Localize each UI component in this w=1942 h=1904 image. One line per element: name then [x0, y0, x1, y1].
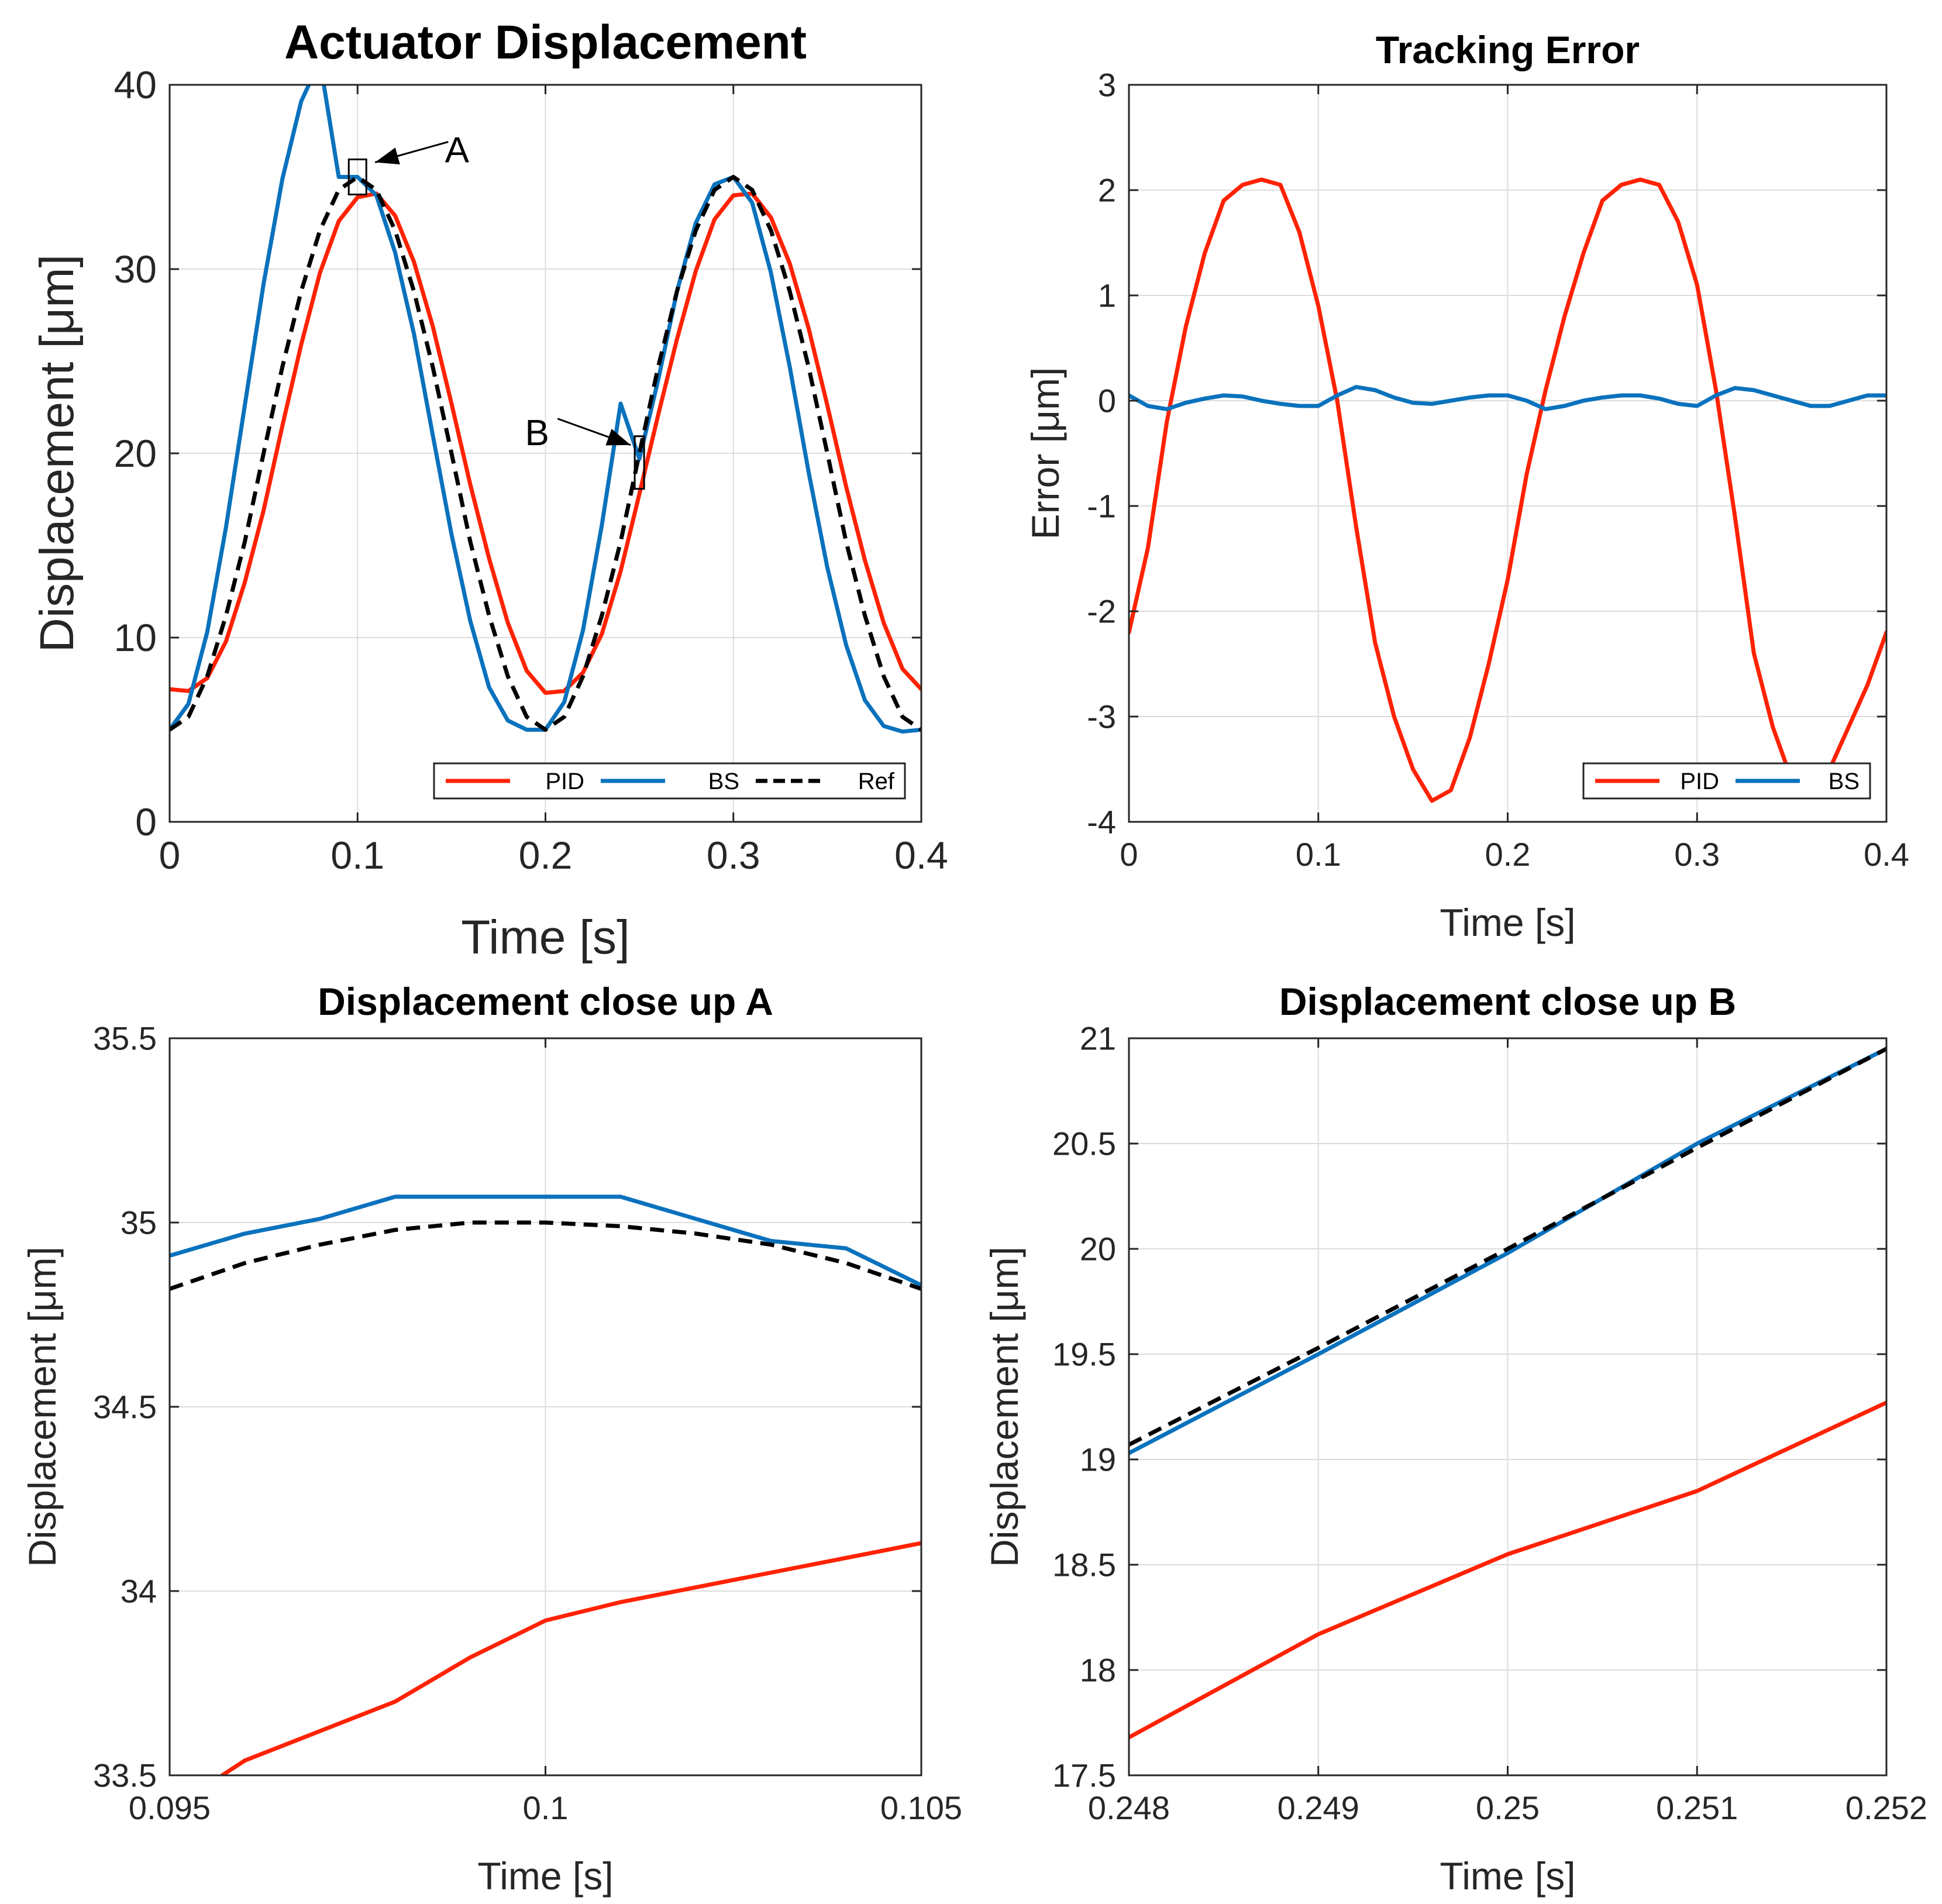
series-pid-line [170, 191, 921, 695]
chart-p3: 0.095 0.1 0.105 33.5 34 34.5 35 35.5 Displacemen… [20, 980, 962, 1898]
chart-title: Actuator Displacement [284, 16, 807, 69]
series-group [170, 85, 921, 734]
y-tick-label: -3 [1087, 698, 1116, 735]
y-tick-label: 19 [1080, 1441, 1116, 1478]
x-tick-label: 0.4 [1864, 836, 1909, 873]
x-tick-label: 0.1 [523, 1789, 569, 1826]
y-tick-label: 40 [114, 63, 157, 106]
y-axis-label: Displacement [μm] [20, 1247, 64, 1567]
series-bs-line [170, 1194, 921, 1287]
y-tick-label: 18 [1080, 1652, 1116, 1689]
chart-p2: 0 0.1 0.2 0.3 0.4 -4 -3 -2 -1 0 1 2 3 Tracking Error T… [1024, 28, 1909, 944]
y-tick-label: 19.5 [1052, 1336, 1116, 1373]
y-tick-label: 0 [135, 800, 157, 843]
series-group [1129, 1046, 1886, 1740]
chart-title: Displacement close up B [1279, 980, 1736, 1023]
annotation-box [633, 435, 645, 490]
chart-title: Tracking Error [1376, 28, 1640, 71]
chart-p4: 0.248 0.249 0.25 0.251 0.252 17.5 18 18.5 19 19.5… [983, 980, 1927, 1898]
x-tick-label: 0.249 [1278, 1789, 1359, 1826]
series-bs-line [1129, 385, 1886, 411]
y-tick-label: 34 [120, 1573, 157, 1610]
y-tick-label: -4 [1087, 804, 1116, 841]
chart-title: Displacement close up A [318, 980, 773, 1023]
x-tick-label: 0.1 [330, 834, 384, 877]
x-tick-label: 0.2 [519, 834, 573, 877]
y-tick-label: 0 [1098, 383, 1116, 419]
y-tick-label: 17.5 [1052, 1757, 1116, 1794]
y-tick-label: 21 [1080, 1020, 1116, 1057]
x-tick-label: 0.1 [1296, 836, 1341, 873]
x-tick-label: 0 [1120, 836, 1138, 873]
x-tick-label: 0.252 [1845, 1789, 1927, 1826]
y-tick-label: -2 [1087, 593, 1116, 630]
annotation-arrowhead [375, 147, 400, 165]
annotation-box [347, 159, 367, 195]
x-tick-label: 0.095 [129, 1789, 211, 1826]
y-tick-label: 20.5 [1052, 1125, 1116, 1162]
x-tick-label: 0.251 [1656, 1789, 1738, 1826]
y-tick-label: 35.5 [93, 1020, 157, 1057]
series-pid-line [1129, 1400, 1886, 1740]
x-tick-label: 0.248 [1088, 1789, 1170, 1826]
chart-p1: 0 0.1 0.2 0.3 0.4 0 10 20 30 40 Actuator Displacem… [30, 16, 948, 964]
y-axis-label: Displacement [μm] [30, 254, 84, 653]
series-ref-line [1129, 1046, 1886, 1447]
y-tick-label: -1 [1087, 488, 1116, 525]
x-axis-label: Time [s] [1440, 1854, 1575, 1898]
y-tick-label: 33.5 [93, 1757, 157, 1794]
legend-label-pid: PID [1680, 769, 1719, 794]
legend-label-bs: BS [708, 769, 739, 794]
y-tick-label: 34.5 [93, 1389, 157, 1426]
series-group [1129, 177, 1886, 803]
series-ref-line [170, 1220, 921, 1291]
x-axis-label: Time [s] [477, 1854, 613, 1898]
y-tick-label: 35 [120, 1204, 157, 1241]
y-tick-label: 2 [1098, 172, 1116, 209]
y-tick-label: 1 [1098, 277, 1116, 314]
y-tick-label: 20 [114, 432, 157, 475]
x-axis-label: Time [s] [461, 911, 630, 964]
y-tick-label: 18.5 [1052, 1547, 1116, 1583]
series-bs-line [1129, 1046, 1886, 1455]
y-tick-label: 20 [1080, 1231, 1116, 1268]
legend-label-bs: BS [1829, 769, 1860, 794]
x-tick-label: 0.3 [1674, 836, 1720, 873]
x-tick-label: 0 [159, 834, 181, 877]
y-tick-label: 30 [114, 247, 157, 291]
x-tick-label: 0.2 [1485, 836, 1531, 873]
annotation-b: B [525, 413, 645, 490]
y-axis-label: Error [μm] [1024, 367, 1067, 540]
x-tick-label: 0.3 [707, 834, 760, 877]
legend-label-pid: PID [545, 769, 584, 794]
series-pid-line [220, 1541, 921, 1775]
legend: PID BS [1582, 762, 1871, 800]
y-tick-label: 3 [1098, 67, 1116, 104]
x-tick-label: 0.25 [1476, 1789, 1540, 1826]
x-tick-label: 0.105 [880, 1789, 962, 1826]
annotation-label: A [445, 130, 470, 171]
series-pid-line [1129, 177, 1886, 803]
annotation-a: A [347, 130, 470, 195]
annotation-arrowhead [605, 429, 631, 446]
legend: PID BS Ref [433, 762, 906, 800]
y-axis-label: Displacement [μm] [983, 1247, 1026, 1567]
x-tick-label: 0.4 [894, 834, 948, 877]
series-ref-line [170, 175, 921, 732]
series-group [170, 1194, 921, 1775]
legend-label-ref: Ref [858, 769, 895, 794]
annotation-label: B [525, 413, 549, 453]
y-tick-label: 10 [114, 616, 157, 659]
x-axis-label: Time [s] [1440, 901, 1575, 944]
legend-box [433, 762, 906, 800]
